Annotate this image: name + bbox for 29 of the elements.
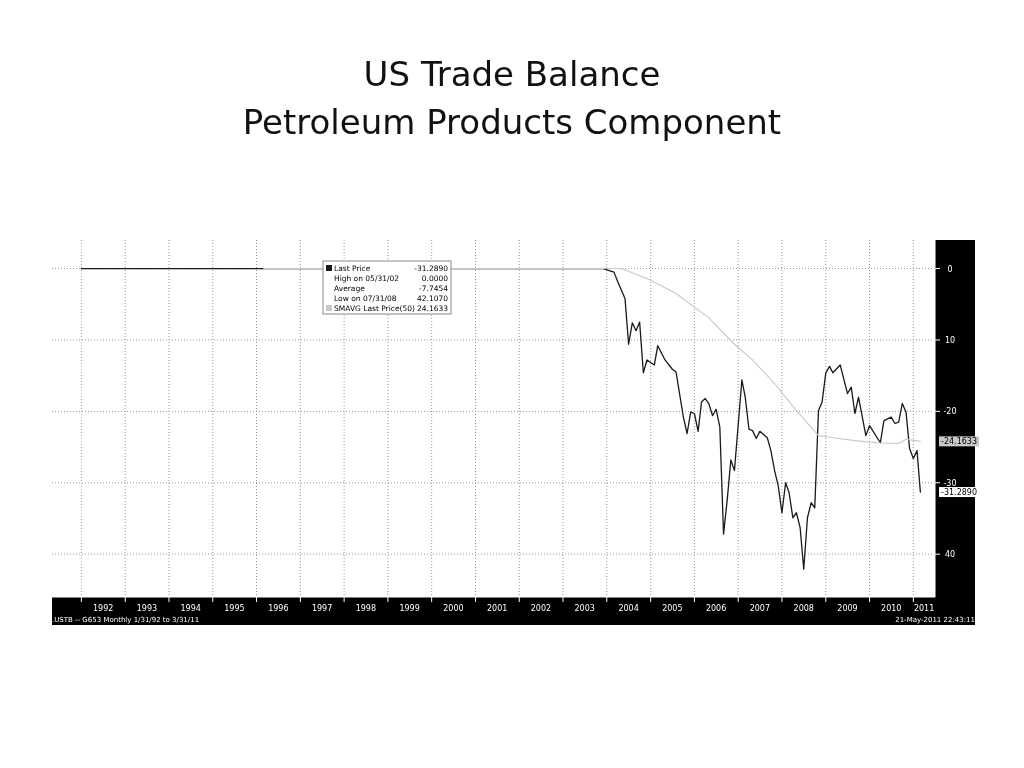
x-tick-label: 2004 — [618, 604, 639, 613]
chart-title: US Trade Balance — [363, 54, 661, 94]
x-tick-label: 2001 — [487, 604, 508, 613]
y-tick-label: 10 — [944, 335, 956, 345]
x-tick-label: 2002 — [530, 604, 552, 613]
text: -31.2890 — [941, 488, 977, 498]
y-tick-label: 40 — [944, 550, 956, 560]
x-tick-label: 1995 — [224, 604, 245, 613]
x-tick-label: 2003 — [574, 604, 595, 613]
x-tick-label: 2000 — [443, 604, 464, 613]
x-tick-label: 1997 — [311, 604, 333, 613]
x-tick-label: 2009 — [837, 604, 858, 613]
x-tick-label: 2007 — [749, 604, 771, 613]
x-tick-label: 1994 — [180, 604, 201, 613]
x-tick-label: 1993 — [136, 604, 158, 613]
x-tick-label: 1996 — [268, 604, 289, 613]
y-tick-label: 0 — [947, 264, 953, 274]
chart-subtitle: Petroleum Products Component — [242, 102, 782, 142]
x-tick-label: 2005 — [662, 604, 683, 613]
x-tick-label: 2006 — [705, 604, 727, 613]
y-tick-label: -20 — [943, 407, 957, 417]
x-tick-label: 2008 — [793, 604, 814, 613]
x-tick-label: 1998 — [355, 604, 377, 613]
x-tick-label: 2010 — [881, 604, 902, 613]
x-tick-label: 2011 — [913, 604, 935, 613]
text: -24.1633 — [941, 437, 977, 447]
x-tick-label: 1992 — [93, 604, 114, 613]
x-tick-label: 1999 — [399, 604, 420, 613]
y-tick-label: -30 — [943, 478, 957, 488]
